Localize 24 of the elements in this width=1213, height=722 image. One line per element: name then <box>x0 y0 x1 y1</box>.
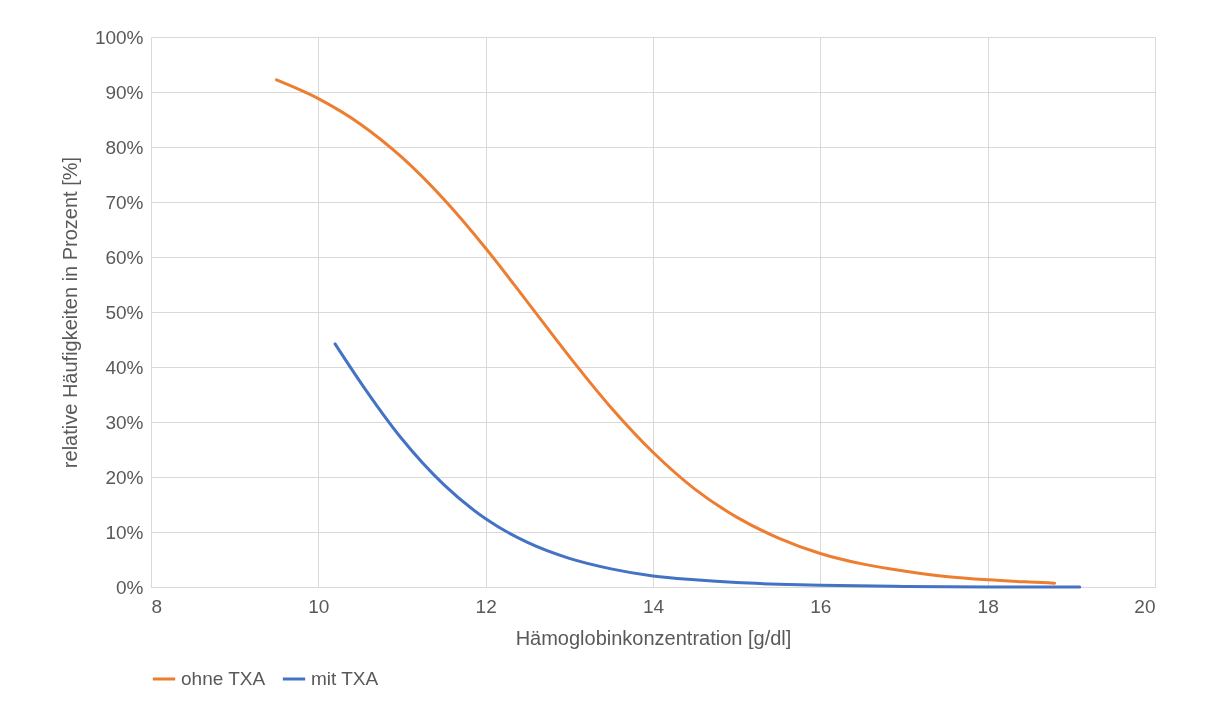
x-tick-label: 12 <box>475 595 497 617</box>
x-axis-title: Hämoglobinkonzentration [g/dl] <box>515 626 792 649</box>
y-tick-label: 40% <box>105 356 144 378</box>
x-tick-label: 16 <box>810 595 832 617</box>
y-tick-label: 70% <box>105 191 144 213</box>
legend-label: ohne TXA <box>181 668 266 689</box>
x-tick-label: 8 <box>151 595 163 617</box>
y-tick-label: 60% <box>105 246 144 268</box>
y-tick-label: 30% <box>105 411 144 433</box>
x-tick-label: 18 <box>977 595 999 617</box>
y-tick-label: 100% <box>94 26 144 48</box>
line-series <box>333 342 1082 589</box>
y-tick-label: 90% <box>105 81 144 103</box>
x-tick-label: 20 <box>1134 595 1156 617</box>
y-tick-label: 50% <box>105 301 144 323</box>
y-tick-label: 20% <box>105 466 144 488</box>
x-tick-label: 10 <box>308 595 330 617</box>
y-tick-label: 10% <box>105 521 144 543</box>
x-tick-label: 14 <box>642 595 665 617</box>
line-series <box>275 78 1057 585</box>
y-axis-title: relative Häufigkeiten in Prozent [%] <box>58 156 81 469</box>
legend-label: mit TXA <box>311 668 379 689</box>
y-tick-label: 0% <box>116 576 144 598</box>
y-tick-label: 80% <box>105 136 144 158</box>
